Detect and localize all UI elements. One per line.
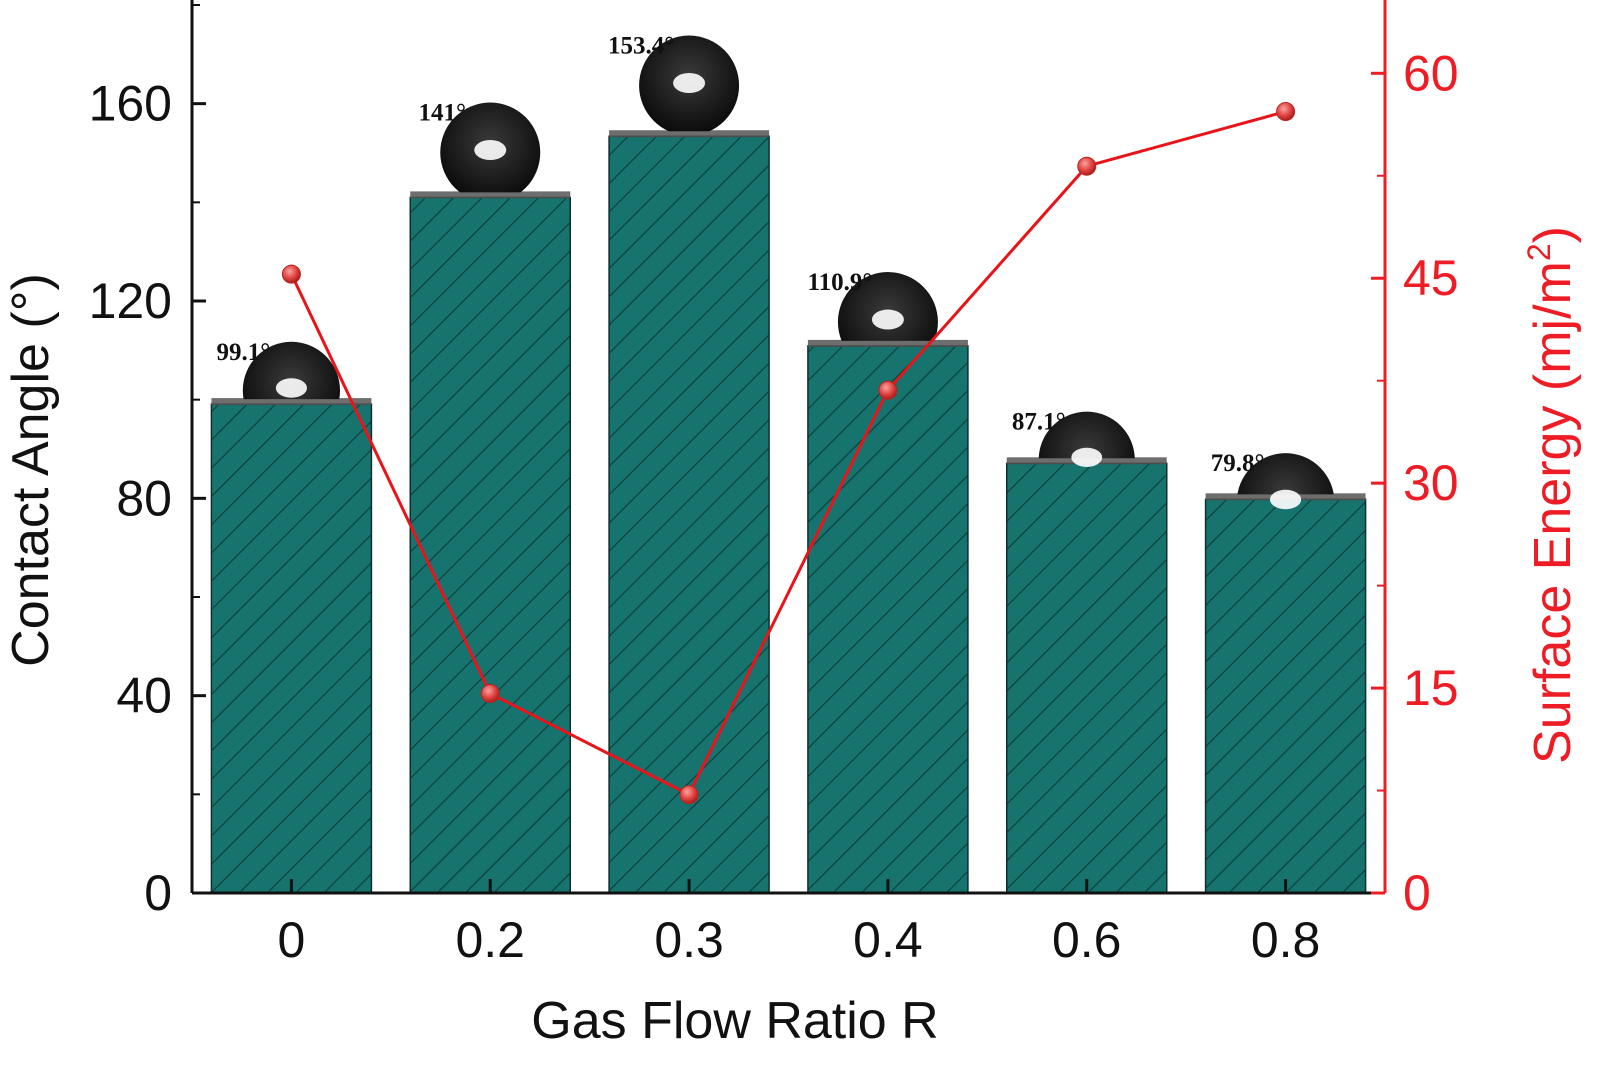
x-tick-label-2: 0.3: [654, 912, 724, 968]
y-tick-label-0: 0: [144, 865, 172, 921]
surface-energy-point-0: [281, 264, 301, 284]
data-label-0: 99.1°: [217, 339, 271, 366]
bar-4: [1006, 462, 1168, 894]
data-labels-group: 99.1° 141° 153.4° 110.9° 87.1° 79.8°: [217, 33, 1265, 478]
y-tick-label-2: 80: [116, 470, 172, 526]
bar-0: [210, 403, 373, 894]
droplet-4: [1038, 411, 1135, 467]
substrate-0: [211, 398, 372, 406]
droplet-highlight-0: [275, 378, 307, 398]
droplet-5: [1237, 453, 1334, 510]
substrate-3: [807, 339, 968, 347]
y2-tick-label-1: 15: [1403, 660, 1459, 716]
droplet-highlight-5: [1269, 489, 1302, 510]
droplet-3: [837, 272, 938, 341]
bars-group: [210, 130, 1367, 894]
y2-tick-label-2: 30: [1403, 455, 1459, 511]
x-tick-label-0: 0: [278, 912, 306, 968]
y2-axis-title: Surface Energy (mj/m2): [1521, 226, 1582, 764]
bar-3: [807, 345, 969, 894]
y2-tick-label-3: 45: [1403, 250, 1459, 306]
surface-energy-point-5: [1276, 102, 1296, 122]
data-label-3: 110.9°: [807, 269, 872, 296]
data-label-2: 153.4°: [608, 33, 674, 60]
x-tick-label-5: 0.8: [1251, 912, 1321, 968]
droplet-body-3: [837, 272, 938, 341]
surface-energy-series: [281, 102, 1296, 805]
y-tick-label-4: 160: [89, 76, 172, 132]
droplet-highlight-3: [871, 309, 904, 330]
data-label-1: 141°: [419, 100, 467, 127]
surface-energy-point-2: [679, 785, 699, 805]
substrate-1: [410, 191, 571, 199]
droplet-body-0: [242, 341, 341, 400]
droplet-body-5: [1237, 453, 1334, 495]
surface-energy-point-4: [1077, 156, 1097, 176]
surface-energy-point-1: [480, 684, 500, 704]
droplet-highlight-1: [474, 140, 507, 161]
droplets-group: [242, 35, 1334, 510]
y-tick-label-1: 40: [116, 668, 172, 724]
droplet-1: [440, 102, 541, 193]
droplet-0: [242, 341, 341, 400]
y2-axis-title-main: Surface Energy (mj/m: [1524, 261, 1582, 764]
bar-2: [608, 135, 770, 894]
x-tick-label-4: 0.6: [1052, 912, 1122, 968]
axes-group: 0 40 80 120 160 0 15 30 45 60 0 0.2 0.3 0.4 0.6 0.8: [89, 0, 1459, 968]
x-tick-label-1: 0.2: [455, 912, 525, 968]
bar-5: [1204, 498, 1367, 894]
y2-axis-title-end: ): [1524, 226, 1582, 243]
droplet-highlight-2: [673, 73, 706, 94]
x-tick-label-3: 0.4: [853, 912, 923, 968]
surface-energy-line: [290, 110, 1286, 797]
x-axis-title: Gas Flow Ratio R: [531, 992, 938, 1050]
substrate-2: [609, 130, 770, 138]
droplet-highlight-4: [1071, 447, 1103, 467]
droplet-2: [639, 35, 740, 132]
surface-energy-point-3: [878, 380, 898, 400]
y-tick-label-3: 120: [89, 273, 172, 329]
bar-1: [409, 196, 571, 894]
y2-tick-label-0: 0: [1403, 865, 1431, 921]
data-label-4: 87.1°: [1012, 409, 1066, 436]
droplet-body-4: [1038, 411, 1135, 459]
y2-tick-label-4: 60: [1403, 45, 1459, 101]
y2-axis-title-sup: 2: [1521, 243, 1557, 261]
y-axis-title: Contact Angle (°): [2, 273, 60, 667]
data-label-5: 79.8°: [1211, 450, 1265, 477]
